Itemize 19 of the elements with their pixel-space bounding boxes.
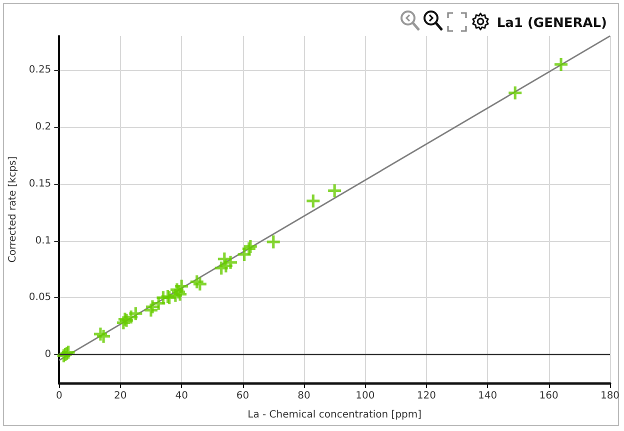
y-tick-label: 0.2	[35, 122, 52, 133]
y-axis-title: Corrected rate [kcps]	[8, 156, 18, 263]
y-tick-label: 0	[44, 349, 52, 360]
y-tick-label: 0.15	[28, 178, 52, 190]
y-tick-label: 0.1	[35, 235, 52, 246]
x-tick-label: 0	[56, 390, 62, 402]
x-tick-label: 60	[236, 390, 250, 402]
x-tick-label: 100	[356, 390, 375, 402]
chart-title: La1 (GENERAL)	[496, 16, 608, 31]
y-tick-label: 0.25	[28, 64, 52, 76]
x-axis-title: La - Chemical concentration [ppm]	[248, 410, 422, 420]
x-tick-label: 40	[175, 390, 188, 402]
x-tick-label: 160	[539, 390, 558, 402]
x-tick-label: 140	[478, 390, 498, 402]
y-tick-label: 0.05	[28, 292, 52, 304]
x-tick-label: 120	[416, 390, 436, 402]
x-tick-label: 20	[114, 390, 127, 402]
x-tick-label: 80	[298, 390, 310, 402]
x-tick-label: 180	[600, 390, 620, 402]
